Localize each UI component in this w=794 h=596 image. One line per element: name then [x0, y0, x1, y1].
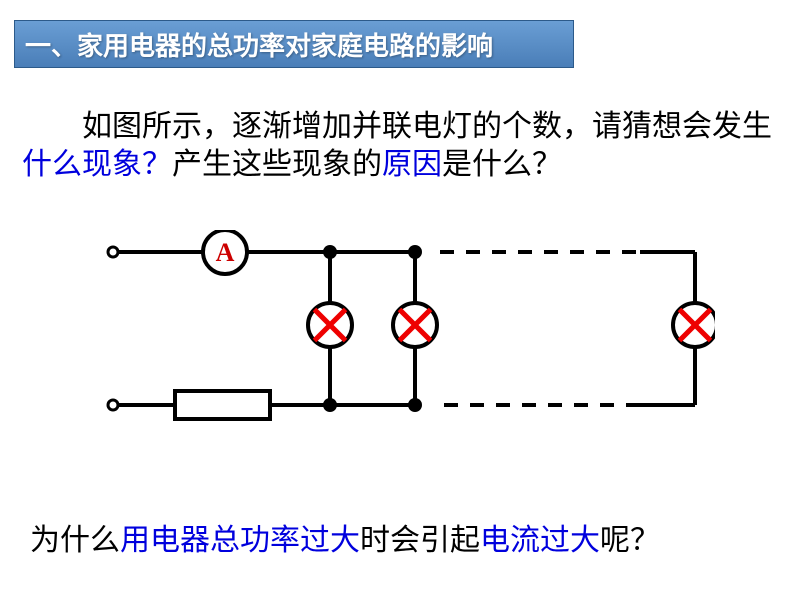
bottom-question: 为什么用电器总功率过大时会引起电流过大呢？ — [30, 515, 780, 559]
main-paragraph: 如图所示，逐渐增加并联电灯的个数，请猜想会发生什么现象？产生这些现象的原因是什么… — [22, 108, 772, 183]
bq-highlight-1: 用电器总功率过大 — [120, 524, 360, 557]
para-text-1: 如图所示，逐渐增加并联电灯的个数，请猜想会发生 — [82, 110, 772, 143]
para-text-2: 产生这些现象的 — [172, 148, 382, 181]
bq-text-3: 呢？ — [600, 524, 660, 557]
svg-text:A: A — [216, 238, 235, 267]
bq-text-2: 时会引起 — [360, 524, 480, 557]
bq-text-1: 为什么 — [30, 524, 120, 557]
para-highlight-2: 原因 — [382, 148, 442, 181]
para-text-3: 是什么？ — [442, 148, 562, 181]
para-highlight-1: 什么现象？ — [22, 148, 172, 181]
bq-highlight-2: 电流过大 — [480, 524, 600, 557]
section-title: 一、家用电器的总功率对家庭电路的影响 — [25, 26, 493, 63]
section-header: 一、家用电器的总功率对家庭电路的影响 — [14, 20, 574, 68]
circuit-diagram: A — [95, 230, 715, 460]
